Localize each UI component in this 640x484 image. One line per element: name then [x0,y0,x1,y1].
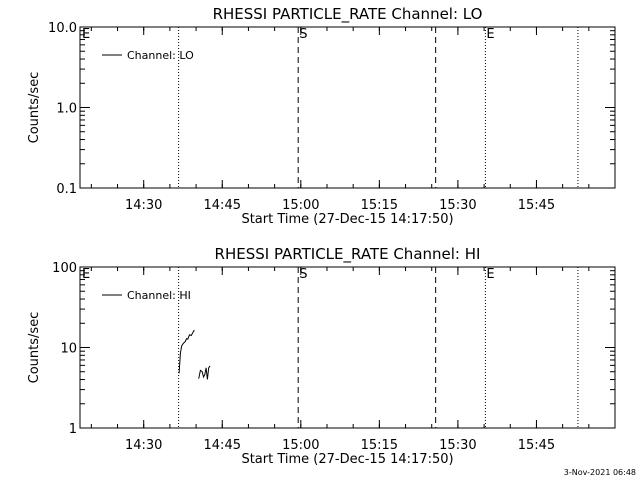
y-tick-label: 10.0 [48,21,77,36]
legend-label: Channel: HI [127,289,191,302]
x-tick-label: 15:45 [518,198,555,213]
y-tick-label: 10 [60,342,77,357]
event-marker-label: S [299,27,307,42]
legend-label: Channel: LO [127,49,194,62]
y-tick-label: 100 [52,261,77,276]
x-tick-label: 15:00 [282,438,319,453]
y-axis-label: Counts/sec [27,312,42,384]
y-axis-label: Counts/sec [27,72,42,144]
panel-hi: RHESSI PARTICLE_RATE Channel: HI 1 10 100 14… [27,245,616,467]
event-marker-label: E [486,267,494,282]
y-tick-label: 0.1 [56,182,77,197]
x-tick-label: 15:45 [518,438,555,453]
series-line [178,329,195,374]
panel-lo: RHESSI PARTICLE_RATE Channel: LO 0.1 1.0 10… [27,5,616,227]
series-line [198,365,211,380]
x-tick-label: 15:30 [439,438,476,453]
x-tick-label: 15:15 [361,198,398,213]
event-marker-label: E [486,27,494,42]
timestamp-label: 3-Nov-2021 06:48 [564,468,636,477]
corner-label: E [82,27,90,42]
x-tick-label: 14:45 [204,438,241,453]
x-tick-label: 14:30 [125,438,162,453]
chart-title: RHESSI PARTICLE_RATE Channel: HI [215,245,481,264]
y-tick-label: 1 [69,422,77,437]
corner-label: E [82,267,90,282]
x-tick-label: 15:15 [361,438,398,453]
chart-title: RHESSI PARTICLE_RATE Channel: LO [213,5,483,24]
x-tick-label: 15:00 [282,198,319,213]
x-tick-label: 15:30 [439,198,476,213]
event-marker-label: S [299,267,307,282]
y-tick-label: 1.0 [56,102,77,117]
x-tick-label: 14:30 [125,198,162,213]
x-axis-label: Start Time (27-Dec-15 14:17:50) [241,452,453,467]
x-tick-label: 14:45 [204,198,241,213]
x-axis-label: Start Time (27-Dec-15 14:17:50) [241,212,453,227]
